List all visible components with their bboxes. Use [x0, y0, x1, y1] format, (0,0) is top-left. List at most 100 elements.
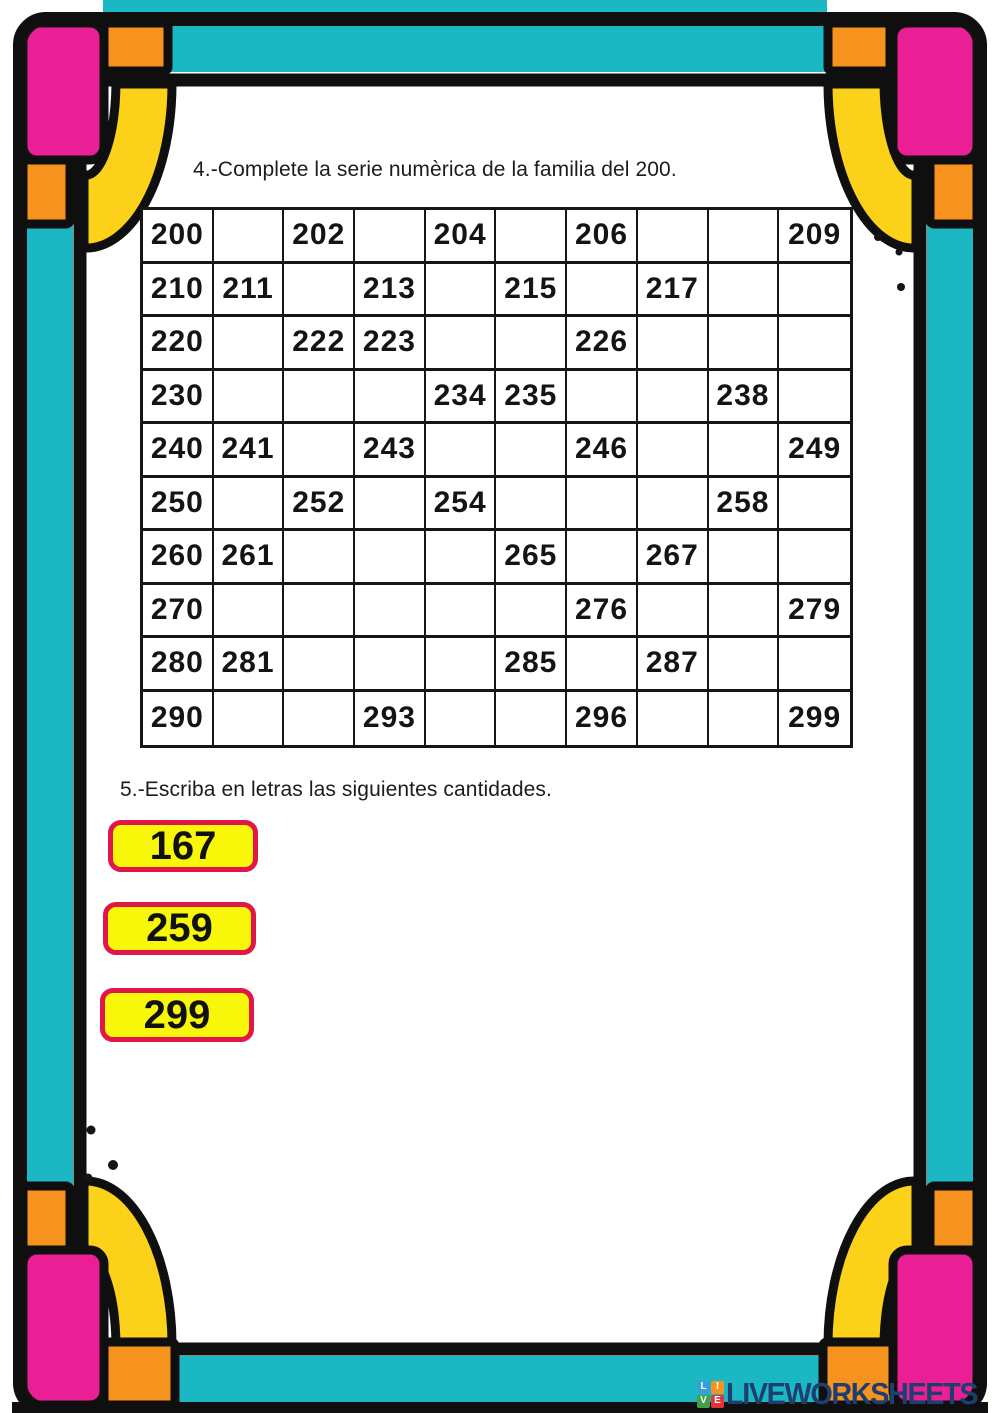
- grid-cell-r6c5: 254: [425, 477, 497, 531]
- grid-cell-r9c3[interactable]: [284, 638, 356, 692]
- grid-cell-r6c3: 252: [284, 477, 356, 531]
- grid-cell-r8c5[interactable]: [425, 584, 497, 638]
- grid-cell-r2c9[interactable]: [708, 263, 780, 317]
- grid-cell-r10c8[interactable]: [638, 691, 709, 745]
- grid-cell-r2c2: 211: [213, 263, 285, 317]
- grid-cell-r1c6[interactable]: [496, 210, 568, 264]
- grid-cell-r8c9[interactable]: [708, 584, 780, 638]
- grid-cell-r7c6: 265: [496, 531, 568, 585]
- grid-cell-r1c7: 206: [567, 210, 638, 264]
- corner-blocks: [18, 18, 982, 1410]
- grid-cell-r7c9[interactable]: [708, 531, 780, 585]
- grid-cell-r7c5[interactable]: [425, 531, 497, 585]
- grid-cell-r1c4[interactable]: [355, 210, 426, 264]
- section5-title: 5.-Escriba en letras las siguientes cant…: [120, 778, 552, 801]
- grid-cell-r4c9: 238: [708, 370, 780, 424]
- grid-cell-r6c10[interactable]: [779, 478, 850, 531]
- grid-cell-r5c3[interactable]: [284, 424, 356, 478]
- grid-cell-r10c2[interactable]: [214, 691, 285, 745]
- grid-cell-r2c7[interactable]: [567, 263, 638, 317]
- quantity-box-299: 299: [100, 988, 254, 1042]
- number-grid: 200 202 204 206 209 210 211 213 215 217 220 222 223 2…: [140, 207, 853, 748]
- grid-cell-r10c1: 290: [143, 691, 214, 745]
- grid-cell-r7c7[interactable]: [567, 531, 638, 585]
- grid-cell-r5c9[interactable]: [708, 424, 780, 478]
- grid-cell-r1c9[interactable]: [708, 210, 780, 264]
- grid-cell-r6c9: 258: [708, 477, 780, 531]
- grid-cell-r7c4[interactable]: [355, 531, 426, 585]
- grid-cell-r7c1: 260: [143, 531, 214, 585]
- grid-cell-r4c3[interactable]: [284, 370, 356, 424]
- grid-cell-r3c9[interactable]: [708, 317, 780, 371]
- grid-cell-r8c10: 279: [779, 585, 850, 638]
- grid-cell-r8c6[interactable]: [496, 584, 568, 638]
- brand-tile-v: V: [697, 1394, 710, 1408]
- grid-cell-r10c6[interactable]: [496, 691, 568, 745]
- grid-cell-r8c1: 270: [143, 584, 214, 638]
- grid-cell-r2c1: 210: [143, 263, 214, 317]
- brand-tile-l: L: [697, 1380, 710, 1394]
- frame-top-bleed: [103, 0, 827, 13]
- grid-cell-r4c7[interactable]: [567, 370, 638, 424]
- grid-cell-r3c8[interactable]: [637, 317, 709, 371]
- grid-cell-r6c6[interactable]: [496, 477, 568, 531]
- grid-cell-r10c4: 293: [355, 691, 426, 745]
- grid-cell-r10c9[interactable]: [709, 691, 780, 745]
- grid-cell-r7c3[interactable]: [284, 531, 356, 585]
- grid-cell-r9c8: 287: [637, 638, 709, 692]
- grid-cell-r10c7: 296: [567, 691, 638, 745]
- grid-cell-r9c4[interactable]: [355, 638, 426, 692]
- grid-cell-r4c8[interactable]: [637, 370, 709, 424]
- grid-cell-r9c6: 285: [496, 638, 568, 692]
- quantity-box-167: 167: [108, 820, 258, 872]
- grid-cell-r1c8[interactable]: [637, 210, 709, 264]
- grid-cell-r4c4[interactable]: [355, 370, 426, 424]
- grid-cell-r1c3: 202: [284, 210, 356, 264]
- brand-tile-i: I: [711, 1380, 724, 1394]
- grid-cell-r2c10[interactable]: [779, 264, 850, 317]
- grid-cell-r4c1: 230: [143, 370, 214, 424]
- grid-cell-r10c5[interactable]: [426, 691, 497, 745]
- grid-cell-r1c1: 200: [143, 210, 214, 264]
- grid-cell-r4c2[interactable]: [213, 370, 285, 424]
- grid-cell-r2c8: 217: [637, 263, 709, 317]
- grid-cell-r8c7: 276: [567, 584, 638, 638]
- grid-cell-r2c5[interactable]: [425, 263, 497, 317]
- grid-cell-r3c4: 223: [355, 317, 426, 371]
- grid-cell-r9c7[interactable]: [567, 638, 638, 692]
- grid-cell-r1c2[interactable]: [213, 210, 285, 264]
- grid-cell-r6c8[interactable]: [637, 477, 709, 531]
- grid-cell-r5c8[interactable]: [637, 424, 709, 478]
- grid-cell-r3c2[interactable]: [213, 317, 285, 371]
- grid-cell-r3c10[interactable]: [779, 317, 850, 371]
- grid-cell-r3c6[interactable]: [496, 317, 568, 371]
- grid-cell-r1c10: 209: [779, 210, 850, 264]
- grid-cell-r10c3[interactable]: [284, 691, 356, 745]
- grid-cell-r8c8[interactable]: [637, 584, 709, 638]
- grid-cell-r2c6: 215: [496, 263, 568, 317]
- section4-title: 4.-Complete la serie numèrica de la fami…: [193, 158, 677, 181]
- grid-cell-r6c4[interactable]: [355, 477, 426, 531]
- grid-cell-r4c10[interactable]: [779, 371, 850, 424]
- frame-bottom-bar: [12, 1402, 988, 1413]
- grid-cell-r7c10[interactable]: [779, 531, 850, 585]
- grid-cell-r3c5[interactable]: [425, 317, 497, 371]
- grid-cell-r5c2: 241: [213, 424, 285, 478]
- grid-cell-r10c10: 299: [788, 701, 842, 735]
- liveworksheets-wordmark: LIVEWORKSHEETS: [726, 1376, 979, 1411]
- grid-cell-r8c2[interactable]: [213, 584, 285, 638]
- grid-cell-r2c4: 213: [355, 263, 426, 317]
- grid-cell-r6c7[interactable]: [567, 477, 638, 531]
- grid-cell-r9c5[interactable]: [425, 638, 497, 692]
- grid-cell-r8c3[interactable]: [284, 584, 356, 638]
- grid-cell-r5c5[interactable]: [425, 424, 497, 478]
- grid-cell-r4c6: 235: [496, 370, 568, 424]
- grid-cell-r9c9[interactable]: [708, 638, 780, 692]
- grid-cell-r6c2[interactable]: [213, 477, 285, 531]
- grid-cell-r9c10[interactable]: [779, 638, 850, 692]
- grid-cell-r8c4[interactable]: [355, 584, 426, 638]
- grid-cell-r5c6[interactable]: [496, 424, 568, 478]
- grid-cell-r2c3[interactable]: [284, 263, 356, 317]
